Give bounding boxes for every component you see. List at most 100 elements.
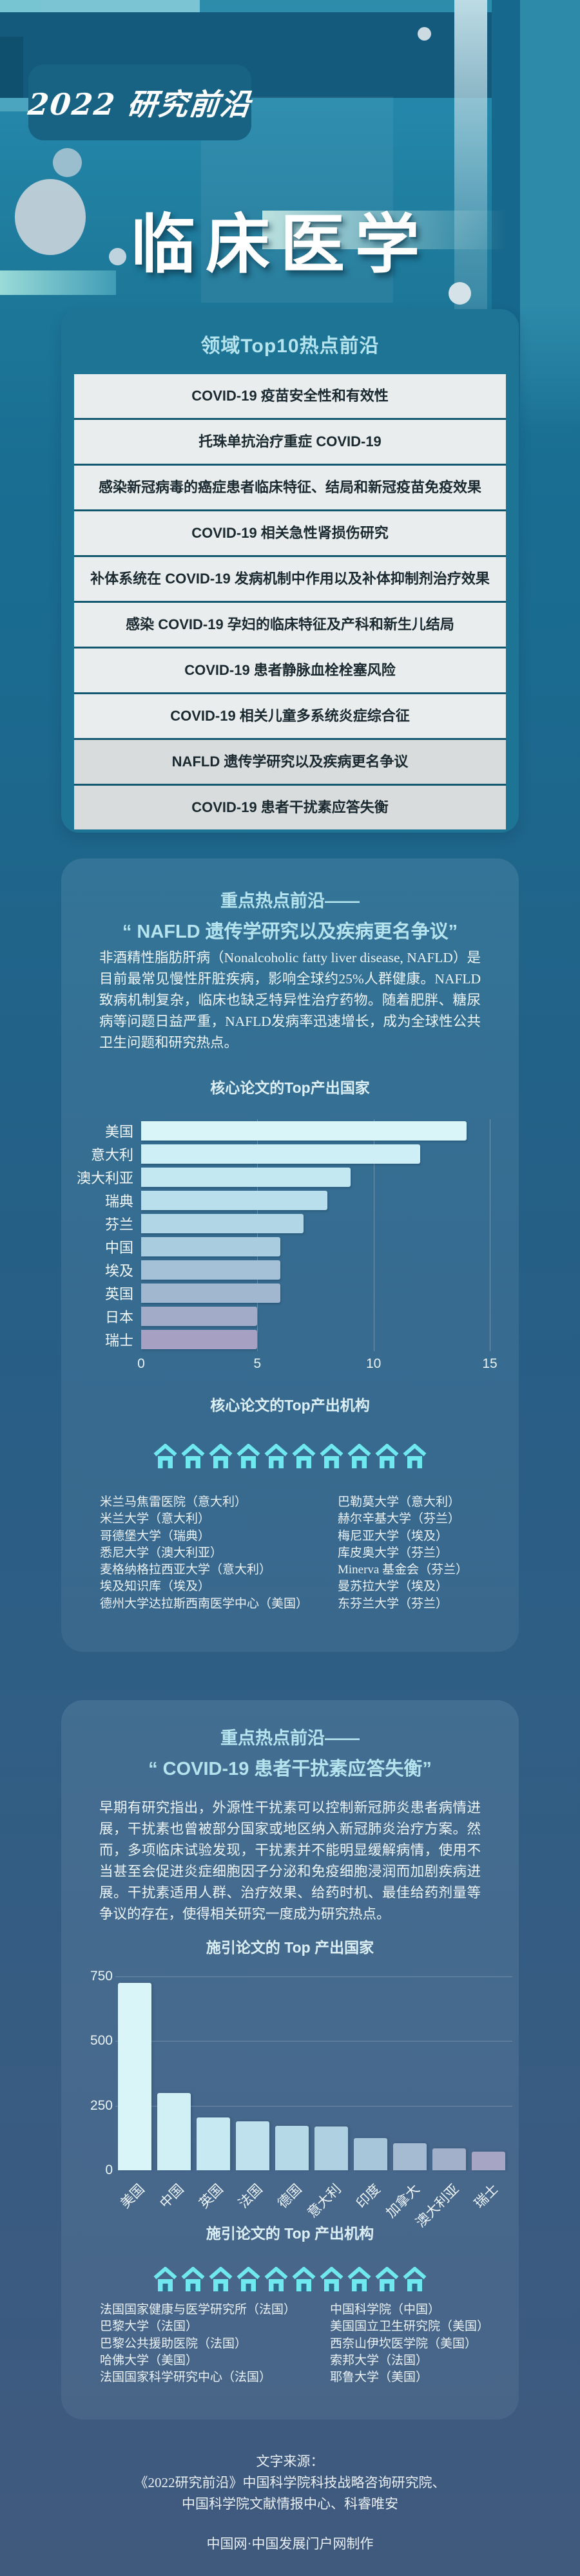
top10-item: COVID-19 患者静脉血栓栓塞风险	[74, 647, 506, 692]
top10-item: COVID-19 相关急性肾损伤研究	[74, 509, 506, 555]
house-icon	[403, 1444, 427, 1468]
bar-category-label: 日本	[104, 1309, 133, 1325]
bar	[275, 2125, 309, 2170]
house-icon-row	[61, 2267, 519, 2293]
bar-row: 埃及	[61, 1258, 519, 1282]
bar-row: 芬兰	[61, 1212, 519, 1235]
top10-item: COVID-19 疫苗安全性和有效性	[74, 374, 506, 418]
top10-item: 感染 COVID-19 孕妇的临床特征及产科和新生儿结局	[74, 601, 506, 647]
bar	[236, 2121, 269, 2170]
x-axis: 0 5 10 15	[137, 1356, 498, 1373]
institution-item: 东芬兰大学（芬兰）	[338, 1596, 449, 1611]
house-icon	[292, 2267, 316, 2291]
house-icon	[403, 2267, 427, 2291]
institution-list-right: 中国科学院（中国） 美国国立卫生研究院（美国） 西奈山伊坎医学院（美国） 索邦大学（法…	[330, 2302, 489, 2386]
institution-title: 施引论文的 Top 产出机构	[206, 2225, 374, 2242]
footer: 文字来源： 《2022研究前沿》中国科学院科技战略咨询研究院、 中国科学院文献情…	[0, 2451, 580, 2555]
decor-circle-large	[15, 179, 86, 255]
top10-item: 感染新冠病毒的癌症患者临床特征、结局和新冠疫苗免疫效果	[74, 464, 506, 509]
bar	[141, 1237, 281, 1256]
core-papers-country-bar-chart: 美国 意大利 澳大利亚 瑞典 芬兰 中国 埃及 英国 日本 瑞士 0 5 10 15	[61, 1119, 519, 1377]
bar	[141, 1307, 258, 1326]
house-icon-row	[61, 1444, 519, 1470]
top10-item: 补体系统在 COVID-19 发病机制中作用以及补体抑制剂治疗效果	[74, 555, 506, 601]
footer-line: 文字来源：	[256, 2454, 324, 2469]
bar-track	[141, 1214, 490, 1233]
gridline	[115, 1976, 512, 1977]
institution-item: 法国国家健康与医学研究所（法国）	[100, 2303, 296, 2316]
house-icon	[320, 1444, 343, 1468]
axis-tick-label: 750	[90, 1969, 113, 1984]
institution-item: 中国科学院（中国）	[330, 2303, 441, 2316]
house-icon	[181, 2267, 205, 2291]
house-icon	[209, 2267, 233, 2291]
bar-category-label: 英国	[196, 2181, 226, 2211]
bar-category-label: 埃及	[104, 1263, 133, 1279]
bar-track	[141, 1144, 490, 1164]
bar	[197, 2117, 230, 2170]
house-icon	[264, 2267, 288, 2291]
bar-category-label: 法国	[235, 2181, 266, 2211]
axis-tick-label: 5	[253, 1356, 262, 1371]
institution-item: Minerva 基金会（芬兰）	[338, 1563, 469, 1577]
top10-item: COVID-19 患者干扰素应答失衡	[74, 784, 506, 829]
institution-list-left: 米兰马焦雷医院（意大利） 米兰大学（意大利） 哥德堡大学（瑞典） 悉尼大学（澳大利亚）…	[100, 1494, 308, 1613]
house-icon	[347, 1444, 371, 1468]
gridline	[115, 2105, 512, 2107]
bar-category-label: 意大利	[90, 1147, 133, 1163]
bar-category-label: 瑞典	[104, 1193, 133, 1209]
bar	[354, 2137, 387, 2170]
house-icon	[375, 2267, 399, 2291]
bar	[141, 1283, 281, 1303]
bar-category-label: 芬兰	[104, 1217, 133, 1233]
axis-tick-label: 0	[137, 1356, 145, 1371]
bar	[118, 1983, 151, 2170]
institution-item: 梅尼亚大学（埃及）	[338, 1529, 449, 1543]
institution-item: 哥德堡大学（瑞典）	[100, 1529, 211, 1543]
bar-track	[141, 1260, 490, 1280]
bar-category-label: 中国	[104, 1240, 133, 1256]
section-heading-prefix: 重点热点前沿——	[220, 891, 360, 911]
house-icon	[209, 1444, 233, 1468]
citing-papers-country-bar-chart	[115, 1976, 512, 2170]
bar	[314, 2126, 348, 2170]
bar	[141, 1144, 420, 1164]
house-icon	[320, 2267, 343, 2291]
institution-title: 核心论文的Top产出机构	[210, 1397, 370, 1414]
section-heading-prefix: 重点热点前沿——	[220, 1728, 360, 1748]
bar-category-label: 英国	[104, 1286, 133, 1302]
house-icon	[153, 2267, 177, 2291]
house-icon	[153, 1444, 177, 1468]
country-chart-title: 核心论文的Top产出国家	[210, 1079, 370, 1096]
bar	[432, 2148, 466, 2170]
bar-category-label: 德国	[275, 2181, 305, 2211]
institution-item: 巴黎公共援助医院（法国）	[100, 2336, 247, 2351]
section-paragraph: 非酒精性脂肪肝病（Nonalcoholic fatty liver diseas…	[99, 950, 481, 1050]
decor-left-bar	[0, 270, 116, 295]
top10-list: COVID-19 疫苗安全性和有效性 托珠单抗治疗重症 COVID-19 感染新冠病…	[74, 374, 506, 829]
section-card-nafld: 重点热点前沿—— “ NAFLD 遗传学研究以及疾病更名争议” 非酒精性脂肪肝病…	[61, 858, 519, 1652]
bar-category-label: 澳大利亚	[76, 1170, 133, 1186]
page-title: 临床医学	[131, 209, 430, 281]
institution-item: 美国国立卫生研究院（美国）	[330, 2320, 490, 2334]
bar	[141, 1168, 351, 1187]
institution-item: 赫尔辛基大学（芬兰）	[338, 1512, 461, 1526]
institution-item: 索邦大学（法国）	[330, 2353, 429, 2367]
institution-item: 库皮奥大学（芬兰）	[338, 1546, 449, 1560]
bar-track	[141, 1307, 490, 1326]
top10-item: COVID-19 相关儿童多系统炎症综合征	[74, 692, 506, 738]
institution-item: 埃及知识库（埃及）	[100, 1580, 211, 1594]
bar-row: 美国	[61, 1119, 519, 1142]
bar	[393, 2143, 427, 2170]
top10-item: 托珠单抗治疗重症 COVID-19	[74, 418, 506, 464]
house-icon	[181, 1444, 205, 1468]
bar-row: 日本	[61, 1305, 519, 1328]
bar	[141, 1191, 327, 1210]
bar-category-label: 中国	[157, 2181, 187, 2211]
axis-tick-label: 250	[90, 2098, 113, 2113]
institution-item: 法国国家科学研究中心（法国）	[100, 2371, 272, 2385]
bar-track	[141, 1168, 490, 1187]
house-icon	[237, 2267, 260, 2291]
institution-item: 哈佛大学（美国）	[100, 2353, 198, 2367]
footer-line: 《2022研究前沿》中国科学院科技战略咨询研究院、	[134, 2475, 446, 2490]
